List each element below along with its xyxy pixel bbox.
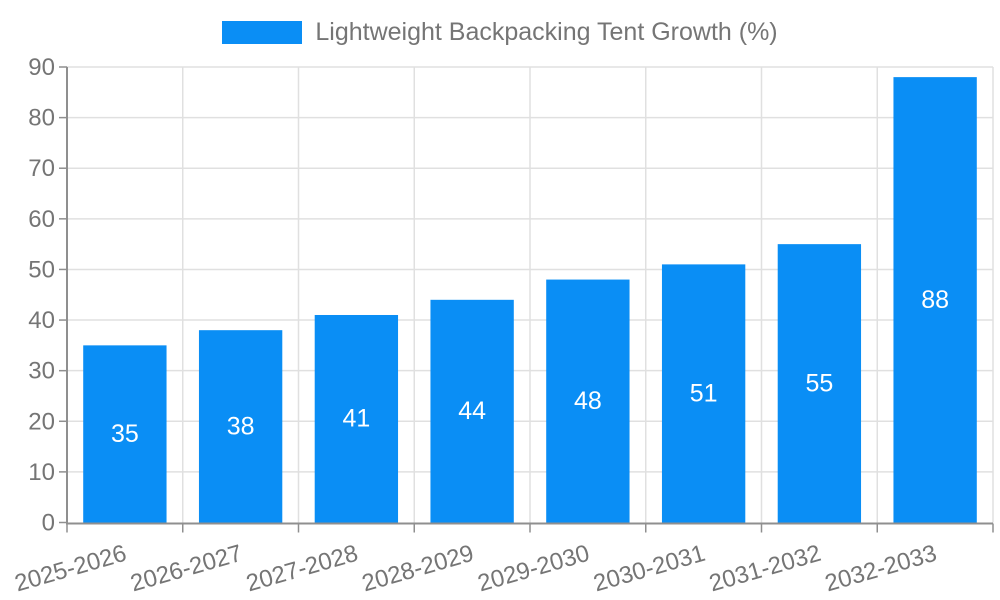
x-axis-label: 2027-2028 <box>243 540 361 598</box>
x-axis-label: 2031-2032 <box>706 540 824 598</box>
bar-value-label: 35 <box>111 420 139 448</box>
bar-2028-2029[interactable] <box>430 299 514 523</box>
bar-value-label: 44 <box>458 397 486 425</box>
bar-2027-2028[interactable] <box>314 314 399 523</box>
bar-value-label: 38 <box>227 412 255 440</box>
x-axis-label: 2030-2031 <box>591 540 709 598</box>
y-axis-label: 90 <box>28 54 55 81</box>
legend[interactable]: Lightweight Backpacking Tent Growth (%) <box>0 18 1000 47</box>
y-axis-label: 20 <box>28 408 55 435</box>
bar-value-label: 88 <box>921 286 949 314</box>
bar-2025-2026[interactable] <box>83 345 167 523</box>
bar-value-label: 51 <box>690 379 718 407</box>
bar-value-label: 55 <box>805 369 833 397</box>
bar-value-label: 48 <box>574 387 602 415</box>
bar-2031-2032[interactable] <box>777 244 862 523</box>
y-axis-label: 60 <box>28 206 55 233</box>
x-axis-label: 2025-2026 <box>12 540 130 598</box>
bar-2026-2027[interactable] <box>198 330 283 523</box>
bar-value-label: 41 <box>342 405 370 433</box>
x-axis-label: 2026-2027 <box>128 540 246 598</box>
y-axis-label: 10 <box>28 459 55 486</box>
y-axis-label: 30 <box>28 358 55 385</box>
y-axis-label: 70 <box>28 155 55 182</box>
y-axis-label: 40 <box>28 307 55 334</box>
x-axis-label: 2028-2029 <box>359 540 477 598</box>
x-axis-label: 2029-2030 <box>475 540 593 598</box>
y-axis-label: 50 <box>28 256 55 283</box>
bar-2032-2033[interactable] <box>893 77 977 523</box>
bar-2029-2030[interactable] <box>546 279 630 523</box>
bar-2030-2031[interactable] <box>661 264 746 523</box>
legend-label: Lightweight Backpacking Tent Growth (%) <box>315 18 778 46</box>
y-axis-label: 0 <box>42 510 55 537</box>
legend-swatch <box>222 21 303 44</box>
y-axis-label: 80 <box>28 105 55 132</box>
x-axis-label: 2032-2033 <box>822 540 940 598</box>
